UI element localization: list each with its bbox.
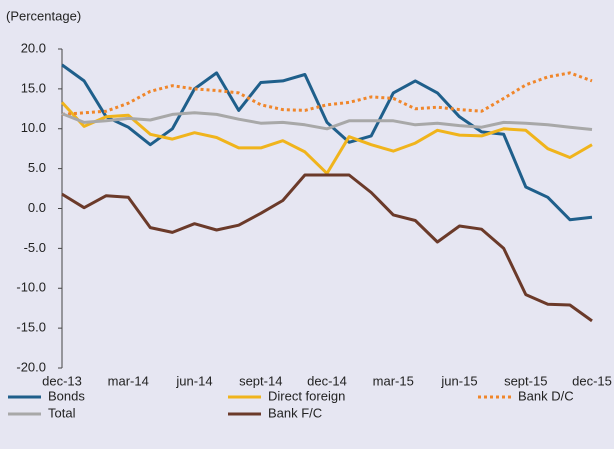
legend-label: Bank D/C bbox=[518, 388, 574, 403]
x-tick-label: mar-15 bbox=[373, 373, 414, 388]
y-tick-label: 5.0 bbox=[28, 160, 46, 175]
legend-label: Total bbox=[48, 405, 76, 420]
y-tick-label: 10.0 bbox=[21, 120, 46, 135]
legend-label: Bonds bbox=[48, 388, 85, 403]
x-tick-label: jun-15 bbox=[440, 373, 477, 388]
series-line bbox=[61, 63, 593, 222]
series-line bbox=[61, 111, 593, 131]
series-line bbox=[60, 101, 593, 175]
legend-label: Direct foreign bbox=[268, 388, 345, 403]
y-tick-label: -10.0 bbox=[16, 280, 46, 295]
x-tick-label: dec-14 bbox=[307, 373, 347, 388]
x-tick-label: mar-14 bbox=[108, 373, 149, 388]
x-tick-label: dec-13 bbox=[42, 373, 82, 388]
y-tick-label: -15.0 bbox=[16, 320, 46, 335]
x-tick-label: sept-14 bbox=[239, 373, 282, 388]
legend-label: Bank F/C bbox=[268, 405, 322, 420]
y-tick-label: 15.0 bbox=[21, 80, 46, 95]
x-tick-label: dec-15 bbox=[572, 373, 612, 388]
y-tick-label: -20.0 bbox=[16, 359, 46, 374]
x-tick-label: jun-14 bbox=[175, 373, 212, 388]
y-tick-label: 20.0 bbox=[21, 40, 46, 55]
y-tick-label: -5.0 bbox=[24, 240, 46, 255]
x-tick-label: sept-15 bbox=[504, 373, 547, 388]
y-tick-label: 0.0 bbox=[28, 200, 46, 215]
y-axis-label: (Percentage) bbox=[6, 8, 81, 23]
series-line bbox=[61, 71, 593, 116]
series-line bbox=[61, 173, 593, 323]
